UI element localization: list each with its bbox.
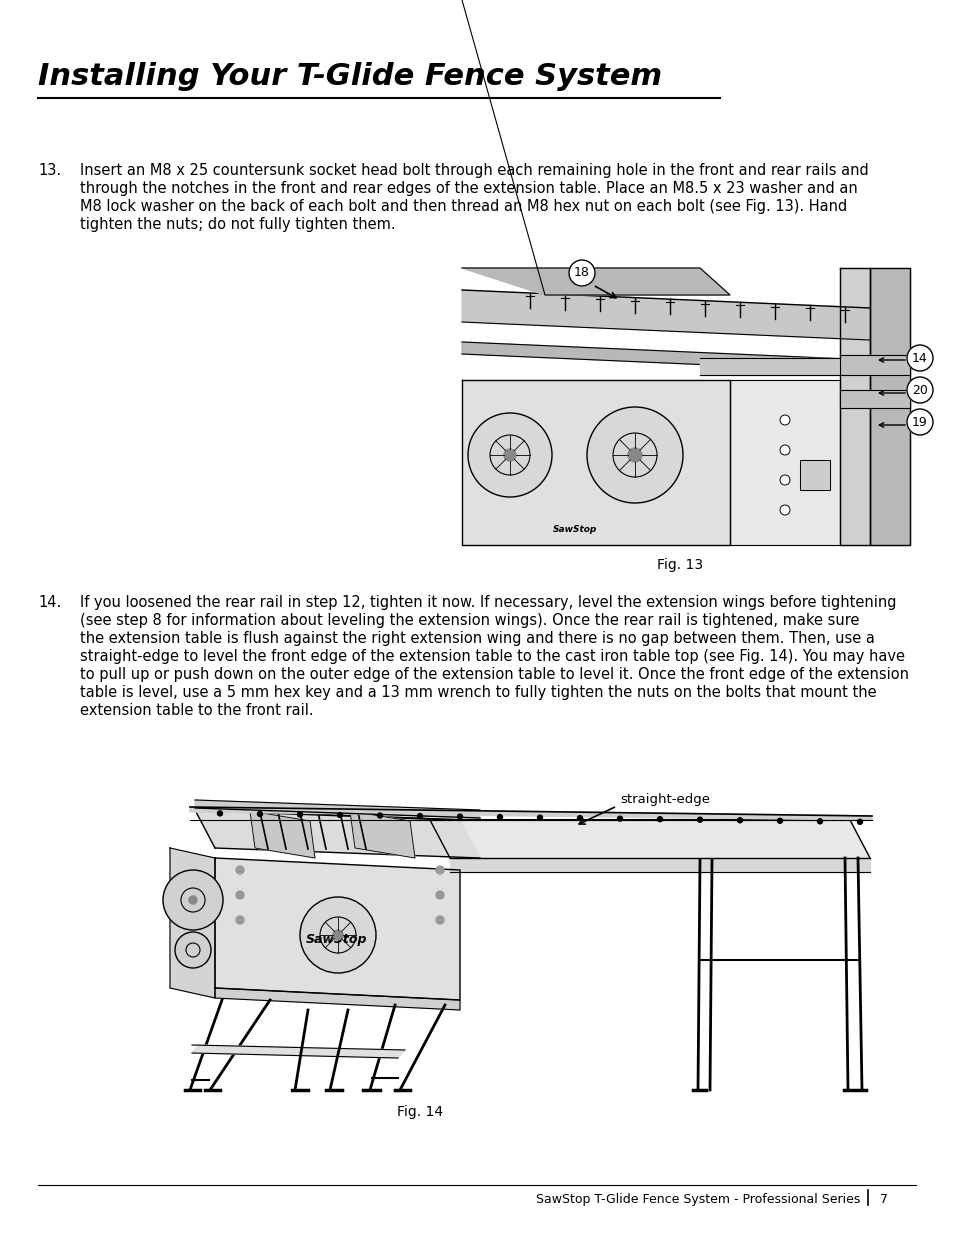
Text: Installing Your T-Glide Fence System: Installing Your T-Glide Fence System (38, 62, 661, 91)
Polygon shape (840, 268, 869, 545)
Polygon shape (450, 858, 869, 872)
Text: table is level, use a 5 mm hex key and a 13 mm wrench to fully tighten the nuts : table is level, use a 5 mm hex key and a… (80, 685, 876, 700)
Text: (see step 8 for information about leveling the extension wings). Once the rear r: (see step 8 for information about leveli… (80, 613, 859, 629)
Polygon shape (461, 342, 869, 372)
Circle shape (777, 819, 781, 824)
Circle shape (627, 448, 641, 462)
Bar (461, 268, 939, 540)
Circle shape (417, 814, 422, 819)
Text: extension table to the front rail.: extension table to the front rail. (80, 703, 314, 718)
Circle shape (537, 815, 542, 820)
Polygon shape (214, 858, 459, 1000)
Polygon shape (250, 811, 314, 858)
Circle shape (817, 819, 821, 824)
Circle shape (377, 813, 382, 818)
Polygon shape (729, 380, 840, 545)
Circle shape (617, 816, 622, 821)
Text: SawStop: SawStop (552, 526, 597, 535)
Text: to pull up or push down on the outer edge of the extension table to level it. On: to pull up or push down on the outer edg… (80, 667, 908, 682)
Circle shape (457, 814, 462, 819)
Text: Insert an M8 x 25 countersunk socket head bolt through each remaining hole in th: Insert an M8 x 25 countersunk socket hea… (80, 163, 868, 178)
Polygon shape (461, 268, 729, 295)
Circle shape (235, 866, 244, 874)
Text: If you loosened the rear rail in step 12, tighten it now. If necessary, level th: If you loosened the rear rail in step 12… (80, 595, 896, 610)
Circle shape (780, 475, 789, 485)
Text: through the notches in the front and rear edges of the extension table. Place an: through the notches in the front and rea… (80, 182, 857, 196)
Circle shape (189, 897, 196, 904)
Polygon shape (461, 290, 869, 340)
Polygon shape (350, 811, 415, 858)
Circle shape (436, 916, 443, 924)
Polygon shape (700, 358, 840, 375)
Polygon shape (192, 1045, 405, 1058)
Circle shape (697, 818, 701, 823)
Text: SawStop T-Glide Fence System - Professional Series: SawStop T-Glide Fence System - Professio… (535, 1193, 859, 1207)
Circle shape (333, 930, 343, 940)
Polygon shape (840, 390, 909, 408)
Text: 14.: 14. (38, 595, 61, 610)
Polygon shape (800, 459, 829, 490)
Circle shape (337, 813, 342, 818)
Circle shape (436, 866, 443, 874)
Circle shape (497, 815, 502, 820)
Text: Fig. 13: Fig. 13 (657, 558, 702, 572)
Circle shape (174, 932, 211, 968)
Text: 14: 14 (911, 352, 927, 364)
Polygon shape (194, 800, 479, 818)
Polygon shape (190, 806, 871, 820)
Circle shape (297, 811, 302, 816)
Circle shape (299, 897, 375, 973)
Circle shape (468, 412, 552, 496)
Circle shape (906, 345, 932, 370)
Text: tighten the nuts; do not fully tighten them.: tighten the nuts; do not fully tighten t… (80, 217, 395, 232)
Circle shape (780, 415, 789, 425)
Polygon shape (194, 810, 479, 858)
Circle shape (857, 819, 862, 824)
Text: M8 lock washer on the back of each bolt and then thread an M8 hex nut on each bo: M8 lock washer on the back of each bolt … (80, 199, 846, 214)
Circle shape (780, 505, 789, 515)
Polygon shape (840, 354, 909, 375)
Circle shape (503, 450, 516, 461)
Circle shape (586, 408, 682, 503)
Polygon shape (430, 820, 869, 858)
Circle shape (568, 261, 595, 287)
Circle shape (163, 869, 223, 930)
Circle shape (235, 916, 244, 924)
Polygon shape (869, 268, 909, 545)
Circle shape (906, 409, 932, 435)
Circle shape (737, 818, 741, 823)
Circle shape (257, 811, 262, 816)
Circle shape (906, 377, 932, 403)
Text: straight-edge to level the front edge of the extension table to the cast iron ta: straight-edge to level the front edge of… (80, 650, 904, 664)
Text: the extension table is flush against the right extension wing and there is no ga: the extension table is flush against the… (80, 631, 874, 646)
Circle shape (436, 890, 443, 899)
Circle shape (780, 445, 789, 454)
Text: straight-edge: straight-edge (619, 794, 709, 806)
Polygon shape (214, 988, 459, 1010)
Text: 18: 18 (574, 267, 589, 279)
Text: 7: 7 (879, 1193, 887, 1207)
Text: Fig. 14: Fig. 14 (396, 1105, 442, 1119)
Text: 19: 19 (911, 415, 927, 429)
Circle shape (577, 815, 582, 820)
Circle shape (657, 816, 661, 821)
Circle shape (217, 811, 222, 816)
Circle shape (235, 890, 244, 899)
Text: 13.: 13. (38, 163, 61, 178)
Polygon shape (170, 848, 214, 998)
Text: SawStop: SawStop (306, 934, 367, 946)
Text: 20: 20 (911, 384, 927, 396)
Polygon shape (461, 380, 729, 545)
